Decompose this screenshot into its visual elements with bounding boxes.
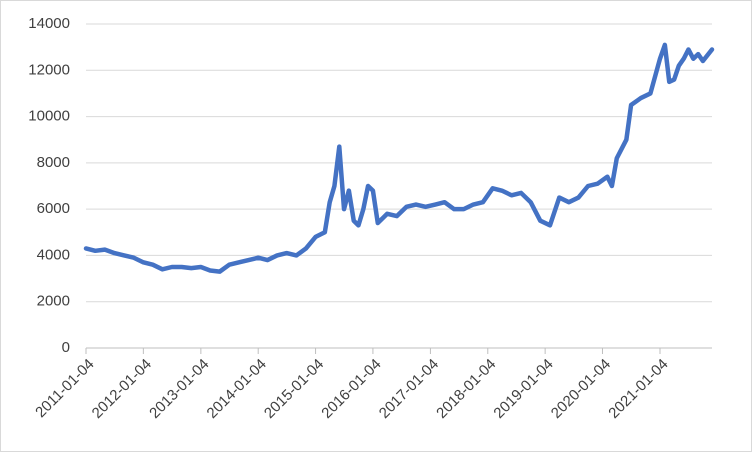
y-tick-label: 0 bbox=[62, 339, 70, 356]
data-line bbox=[83, 42, 715, 274]
y-tick-label: 10000 bbox=[28, 108, 70, 125]
y-tick-label: 6000 bbox=[37, 200, 70, 217]
y-tick-label: 8000 bbox=[37, 154, 70, 171]
y-tick-label: 2000 bbox=[37, 293, 70, 310]
y-tick-label: 4000 bbox=[37, 246, 70, 263]
y-tick-label: 14000 bbox=[28, 15, 70, 32]
y-tick-label: 12000 bbox=[28, 61, 70, 78]
